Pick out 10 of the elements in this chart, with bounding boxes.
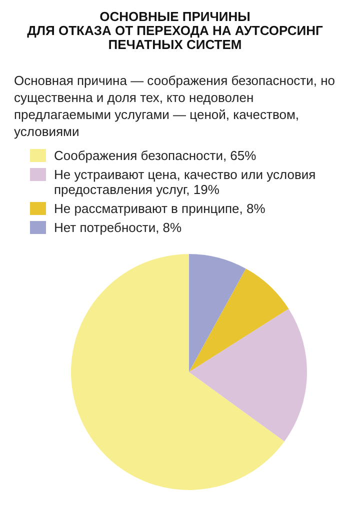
pie-slice	[189, 254, 246, 372]
chart-subtitle: Основная причина — соображения безопасности, но существенна и доля тех, кто недоволен предлагаемыми услугами — ценой, качеством, условиями	[14, 72, 336, 140]
pie-slice	[71, 254, 284, 490]
legend-label: Не устраивают цена, качество или условия предоставления услуг, 19%	[54, 167, 317, 197]
pie-slice	[189, 308, 307, 442]
legend-label: Нет потребности, 8%	[54, 220, 182, 235]
legend-label: Не рассматривают в принципе, 8%	[54, 201, 266, 216]
chart-title: ОСНОВНЫЕ ПРИЧИНЫ ДЛЯ ОТКАЗА ОТ ПЕРЕХОДА НА АУТСОРСИНГ ПЕЧАТНЫХ СИСТЕМ	[26, 9, 324, 52]
legend-label: Соображения безопасности, 65%	[54, 148, 256, 163]
pie-slice	[189, 268, 289, 372]
